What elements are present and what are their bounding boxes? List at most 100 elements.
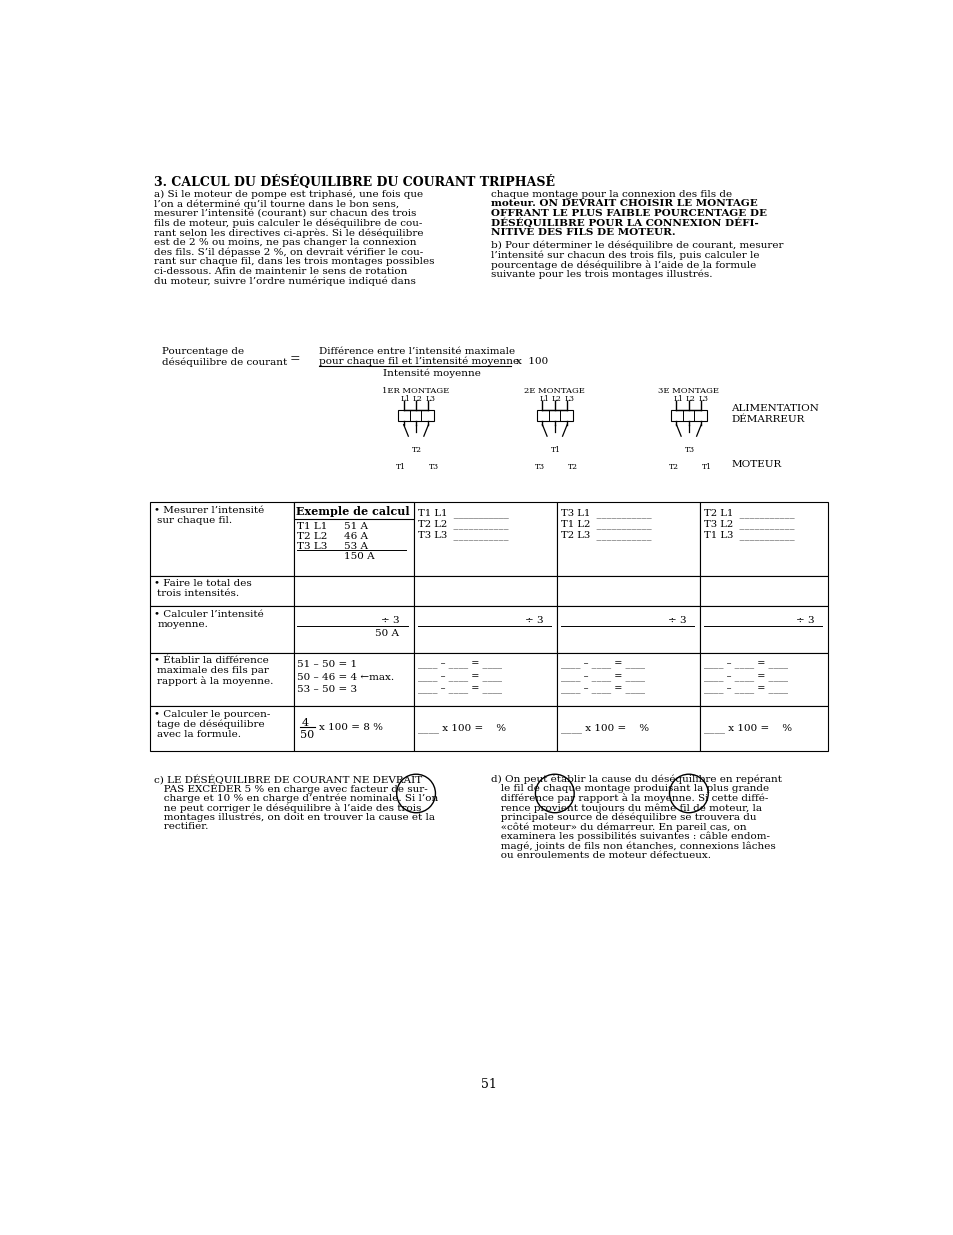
Text: moteur. ON DEVRAIT CHOISIR LE MONTAGE: moteur. ON DEVRAIT CHOISIR LE MONTAGE (491, 199, 758, 209)
Text: T1 L1: T1 L1 (297, 521, 328, 531)
Text: c) LE DÉSÉQUILIBRE DE COURANT NE DEVRAIT: c) LE DÉSÉQUILIBRE DE COURANT NE DEVRAIT (154, 774, 422, 784)
Bar (294, 503, 414, 576)
Text: T2: T2 (567, 463, 578, 471)
Text: T1 L1  ___________: T1 L1 ___________ (417, 509, 508, 519)
Text: 150 A: 150 A (344, 552, 375, 561)
Text: T2 L2  ___________: T2 L2 ___________ (417, 520, 508, 529)
Text: OFFRANT LE PLUS FAIBLE POURCENTAGE DE: OFFRANT LE PLUS FAIBLE POURCENTAGE DE (491, 209, 766, 219)
Bar (397, 410, 434, 421)
Bar (700, 606, 827, 652)
Text: x 100 = 8 %: x 100 = 8 % (319, 724, 383, 732)
Text: ne peut corriger le déséquilibre à l’aide des trois: ne peut corriger le déséquilibre à l’aid… (154, 803, 421, 813)
Bar (557, 652, 700, 706)
Text: ____ x 100 =    %: ____ x 100 = % (703, 724, 792, 734)
Text: Exemple de calcul: Exemple de calcul (296, 506, 410, 517)
Bar (150, 706, 294, 751)
Bar (150, 503, 294, 576)
Text: montages illustrés, on doit en trouver la cause et la: montages illustrés, on doit en trouver l… (154, 813, 435, 823)
Text: 51: 51 (480, 1078, 497, 1091)
Bar (557, 706, 700, 751)
Text: T1 L3  ___________: T1 L3 ___________ (703, 530, 794, 540)
Bar (414, 706, 557, 751)
Text: T1: T1 (550, 446, 560, 454)
Text: magé, joints de fils non étanches, connexions lâches: magé, joints de fils non étanches, conne… (491, 841, 775, 851)
Text: Différence entre l’intensité maximale: Différence entre l’intensité maximale (319, 347, 515, 356)
Text: 3. CALCUL DU DÉSÉQUILIBRE DU COURANT TRIPHASÉ: 3. CALCUL DU DÉSÉQUILIBRE DU COURANT TRI… (154, 175, 555, 189)
Text: rectifier.: rectifier. (154, 823, 209, 831)
Text: ou enroulements de moteur défectueux.: ou enroulements de moteur défectueux. (491, 851, 711, 861)
Text: ÷ 3: ÷ 3 (795, 615, 814, 625)
Text: différence par rapport à la moyenne. Si cette diffé-: différence par rapport à la moyenne. Si … (491, 793, 768, 803)
Text: ci-dessous. Afin de maintenir le sens de rotation: ci-dessous. Afin de maintenir le sens de… (154, 267, 407, 275)
Bar (294, 652, 414, 706)
Bar (414, 652, 557, 706)
Text: 46 A: 46 A (344, 531, 368, 541)
Text: 53 A: 53 A (344, 542, 368, 551)
Text: fils de moteur, puis calculer le déséquilibre de cou-: fils de moteur, puis calculer le déséqui… (154, 219, 422, 228)
Text: T2 L2: T2 L2 (297, 531, 328, 541)
Bar (557, 576, 700, 606)
Bar (670, 410, 706, 421)
Text: 51 A: 51 A (344, 521, 368, 531)
Text: L3: L3 (698, 395, 707, 403)
Text: T3: T3 (534, 463, 544, 471)
Text: DÉSÉQUILIBRE POUR LA CONNEXION DÉFI-: DÉSÉQUILIBRE POUR LA CONNEXION DÉFI- (491, 219, 759, 228)
Text: L3: L3 (563, 395, 574, 403)
Text: ____ – ____ = ____: ____ – ____ = ____ (703, 661, 787, 669)
Bar (414, 606, 557, 652)
Text: ____ – ____ = ____: ____ – ____ = ____ (417, 685, 501, 694)
Text: ÷ 3: ÷ 3 (524, 615, 542, 625)
Text: T1: T1 (395, 463, 405, 471)
Text: T2: T2 (668, 463, 678, 471)
Text: «côté moteur» du démarreur. En pareil cas, on: «côté moteur» du démarreur. En pareil ca… (491, 823, 746, 832)
Text: ____ – ____ = ____: ____ – ____ = ____ (703, 685, 787, 694)
Text: ALIMENTATION: ALIMENTATION (731, 404, 819, 412)
Bar (700, 576, 827, 606)
Bar (294, 706, 414, 751)
Text: du moteur, suivre l’ordre numérique indiqué dans: du moteur, suivre l’ordre numérique indi… (154, 277, 416, 287)
Text: moyenne.: moyenne. (157, 620, 208, 629)
Text: l’on a déterminé qu’il tourne dans le bon sens,: l’on a déterminé qu’il tourne dans le bo… (154, 199, 399, 209)
Text: 50 A: 50 A (375, 629, 398, 637)
Text: • Calculer l’intensité: • Calculer l’intensité (154, 610, 264, 619)
Text: T2 L3  ___________: T2 L3 ___________ (560, 530, 651, 540)
Text: le fil de chaque montage produisant la plus grande: le fil de chaque montage produisant la p… (491, 784, 768, 793)
Text: pour chaque fil et l’intensité moyenne: pour chaque fil et l’intensité moyenne (319, 357, 518, 367)
Text: • Mesurer l’intensité: • Mesurer l’intensité (154, 506, 264, 515)
Text: suivante pour les trois montages illustrés.: suivante pour les trois montages illustr… (491, 270, 712, 279)
Text: est de 2 % ou moins, ne pas changer la connexion: est de 2 % ou moins, ne pas changer la c… (154, 238, 416, 247)
Text: des fils. S’il dépasse 2 %, on devrait vérifier le cou-: des fils. S’il dépasse 2 %, on devrait v… (154, 247, 423, 257)
Text: a) Si le moteur de pompe est triphasé, une fois que: a) Si le moteur de pompe est triphasé, u… (154, 190, 423, 199)
Text: l’intensité sur chacun des trois fils, puis calculer le: l’intensité sur chacun des trois fils, p… (491, 251, 759, 261)
Bar (150, 606, 294, 652)
Text: x  100: x 100 (516, 357, 548, 366)
Bar (414, 576, 557, 606)
Text: ÷ 3: ÷ 3 (667, 615, 686, 625)
Text: T3 L1  ___________: T3 L1 ___________ (560, 509, 651, 519)
Bar (700, 706, 827, 751)
Text: L1: L1 (538, 395, 549, 403)
Text: ____ – ____ = ____: ____ – ____ = ____ (560, 673, 644, 682)
Text: MOTEUR: MOTEUR (731, 461, 781, 469)
Bar (150, 576, 294, 606)
Text: NITIVE DES FILS DE MOTEUR.: NITIVE DES FILS DE MOTEUR. (491, 228, 675, 237)
Text: T3 L2  ___________: T3 L2 ___________ (703, 520, 794, 529)
Bar (700, 503, 827, 576)
Text: 50: 50 (299, 730, 314, 740)
Text: maximale des fils par: maximale des fils par (157, 666, 269, 676)
Text: b) Pour déterminer le déséquilibre de courant, mesurer: b) Pour déterminer le déséquilibre de co… (491, 241, 783, 251)
Text: L1: L1 (673, 395, 682, 403)
Text: ____ – ____ = ____: ____ – ____ = ____ (560, 661, 644, 669)
Text: 4: 4 (302, 718, 309, 727)
Bar (537, 410, 572, 421)
Text: rant sur chaque fil, dans les trois montages possibles: rant sur chaque fil, dans les trois mont… (154, 257, 435, 267)
Bar (557, 606, 700, 652)
Text: T3 L3  ___________: T3 L3 ___________ (417, 530, 508, 540)
Text: Intensité moyenne: Intensité moyenne (382, 368, 480, 378)
Text: =: = (290, 352, 300, 366)
Text: examinera les possibilités suivantes : câble endom-: examinera les possibilités suivantes : c… (491, 832, 769, 841)
Text: 51 – 50 = 1: 51 – 50 = 1 (297, 661, 357, 669)
Text: sur chaque fil.: sur chaque fil. (157, 516, 233, 525)
Text: 50 – 46 = 4 ←max.: 50 – 46 = 4 ←max. (297, 673, 395, 682)
Text: • Établir la différence: • Établir la différence (154, 656, 269, 666)
